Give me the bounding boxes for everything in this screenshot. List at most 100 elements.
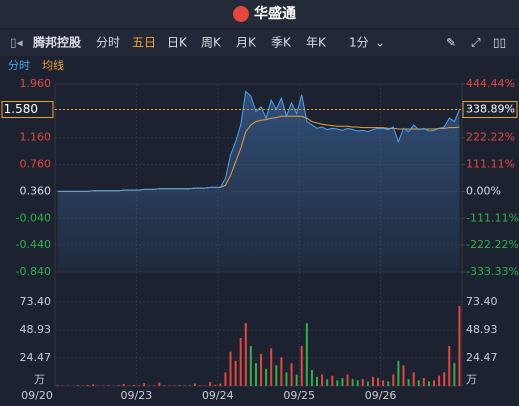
x-tick-label: 09/26 <box>365 389 397 402</box>
stock-name: 腾邦控股 <box>32 35 82 50</box>
current-price: 1.580 <box>4 102 38 116</box>
volume-unit: 万 <box>34 373 45 386</box>
x-tick-label: 09/24 <box>202 389 234 402</box>
y-tick-label: -0.040 <box>16 211 51 224</box>
volume-bar <box>280 357 283 386</box>
y2-tick-label: 0.00% <box>466 184 501 197</box>
volume-bar <box>137 385 140 386</box>
x-tick-label: 09/20 <box>21 389 53 402</box>
volume-bar <box>392 374 395 386</box>
volume-bar <box>285 372 288 386</box>
y2-tick-label: 111.11% <box>466 158 515 171</box>
x-tick-label: 09/23 <box>121 389 153 402</box>
volume-bar <box>433 380 436 386</box>
period-tab[interactable]: 周K <box>201 36 222 50</box>
volume-bar <box>209 381 212 386</box>
y2-tick-label: 222.22% <box>466 131 515 144</box>
period-tab[interactable]: 月K <box>236 36 257 50</box>
volume-bar <box>448 345 451 386</box>
volume-bar <box>305 323 308 386</box>
x-tick-label: 09/25 <box>283 389 315 402</box>
volume-bar <box>453 363 456 386</box>
y2-tick-label: -111.11% <box>466 211 519 224</box>
volume-bar <box>224 372 227 386</box>
volume-bar <box>310 369 313 386</box>
volume-unit-right: 万 <box>466 373 477 386</box>
logo <box>233 6 249 22</box>
volume-bar <box>260 353 263 386</box>
volume-bar <box>143 383 146 386</box>
volume-bar <box>254 363 257 386</box>
volume-bar <box>239 337 242 386</box>
volume-bar <box>107 385 110 386</box>
volume-bar <box>244 323 247 386</box>
volume-bar <box>117 385 120 386</box>
volume-bar <box>356 380 359 386</box>
volume-bar <box>351 379 354 386</box>
volume-bar <box>158 382 161 386</box>
volume-bar <box>92 384 95 386</box>
volume-bar <box>417 380 420 386</box>
price-area <box>57 91 460 272</box>
volume-bar <box>163 385 166 386</box>
volume-bar <box>249 345 252 386</box>
volume-bar <box>438 375 441 386</box>
volume-bar <box>300 345 303 386</box>
volume-bar <box>443 372 446 386</box>
volume-bar <box>341 377 344 386</box>
volume-bar <box>198 385 201 386</box>
volume-bar <box>377 377 380 386</box>
brand: 华盛通 <box>254 5 296 22</box>
y2-tick-label: -333.33% <box>466 265 519 278</box>
volume-bar <box>427 381 430 386</box>
volume-bar <box>387 381 390 386</box>
line-series <box>57 90 460 192</box>
volume-bar <box>422 377 425 386</box>
volume-bar <box>336 380 339 386</box>
volume-bar <box>178 385 181 386</box>
legend-price: 分时 <box>8 59 30 72</box>
icon: ▯◂ <box>10 36 23 50</box>
volume-bar <box>265 368 268 386</box>
volume-bar <box>361 379 364 386</box>
dropdown[interactable]: ⌄ <box>375 36 385 50</box>
toolbar <box>0 30 519 56</box>
volume-bar <box>371 376 374 386</box>
volume-bar <box>412 372 415 386</box>
side-icon[interactable]: ▯▯ <box>493 36 506 50</box>
volume-bar <box>234 360 237 386</box>
volume-bar <box>132 384 135 386</box>
period-tab[interactable]: 五日 <box>132 36 156 50</box>
volume-tick-label: 24.47 <box>20 351 52 364</box>
volume-bar <box>407 379 410 386</box>
period-tab[interactable]: 日K <box>167 36 188 50</box>
volume-bar <box>321 374 324 386</box>
y-tick-label: 0.360 <box>20 184 52 197</box>
interval[interactable]: 1分 <box>349 36 369 50</box>
volume-bar <box>397 360 400 386</box>
current-change: 338.89% <box>466 103 515 116</box>
period-tab[interactable]: 季K <box>271 36 292 50</box>
volume-bar <box>87 385 90 386</box>
volume-tick-label-right: 24.47 <box>466 351 498 364</box>
volume-bar <box>122 383 125 386</box>
volume-bar <box>402 365 405 386</box>
volume-tick-label-right: 73.40 <box>466 295 498 308</box>
volume-bar <box>316 376 319 386</box>
volume-bar <box>229 351 232 386</box>
volume-tick-label-right: 48.93 <box>466 323 498 336</box>
draw-icon[interactable]: ✎ <box>446 36 456 50</box>
volume-bar <box>382 380 385 386</box>
y-tick-label: 1.960 <box>20 77 52 90</box>
volume-bar <box>331 375 334 386</box>
expand-icon[interactable]: ⤢ <box>470 36 481 50</box>
top-bar <box>0 0 519 28</box>
period-tab[interactable]: 年K <box>306 36 327 50</box>
volume-bar <box>346 374 349 386</box>
y-tick-label: 1.160 <box>20 131 52 144</box>
volume-bar <box>153 385 156 386</box>
volume-tick-label: 73.40 <box>20 295 52 308</box>
period-tab[interactable]: 分时 <box>96 36 120 50</box>
legend-avg: 均线 <box>42 58 64 72</box>
